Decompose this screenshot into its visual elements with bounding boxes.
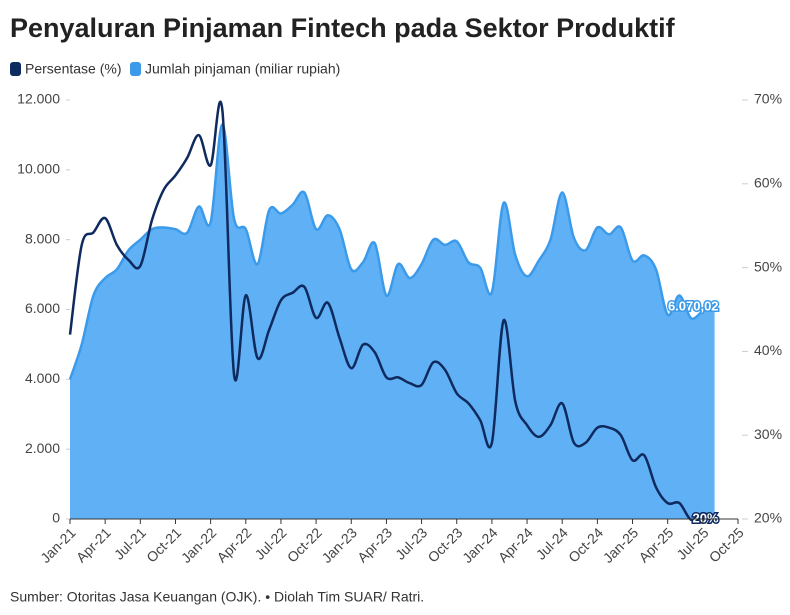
y2-tick-label: 40% (754, 342, 782, 358)
x-tick-label: Oct-22 (284, 524, 325, 565)
x-tick-label: Oct-23 (424, 524, 465, 565)
y2-tick-label: 50% (754, 258, 782, 274)
x-tick-label: Oct-21 (143, 524, 184, 565)
line (68, 100, 716, 522)
y-tick-label: 12.000 (17, 91, 60, 107)
data-label: 6.070,02 (668, 298, 719, 313)
y-tick-label: 10.000 (17, 161, 60, 177)
x-tick-label: Jul-21 (111, 524, 149, 562)
x-tick-label: Jul-22 (251, 524, 289, 562)
legend-swatch (130, 62, 141, 76)
y2-tick-label: 30% (754, 426, 782, 442)
y-tick-label: 4.000 (25, 370, 60, 386)
legend-label: Persentase (%) (25, 61, 121, 77)
y-tick-label: 8.000 (25, 230, 60, 246)
x-tick-label: Jul-23 (392, 524, 430, 562)
x-tick-label: Apr-21 (73, 524, 114, 565)
x-tick-label: Jan-24 (459, 524, 501, 566)
legend-label: Jumlah pinjaman (miliar rupiah) (145, 61, 340, 77)
x-tick-label: Jan-21 (37, 524, 79, 566)
x-tick-label: Jan-25 (600, 524, 642, 566)
x-tick-label: Apr-24 (495, 524, 536, 565)
x-tick-label: Jan-23 (318, 524, 360, 566)
x-tick-label: Jan-22 (178, 524, 220, 566)
x-tick-label: Oct-25 (706, 524, 747, 565)
y2-tick-label: 60% (754, 175, 782, 191)
x-tick-label: Jul-25 (673, 524, 711, 562)
source: Sumber: Otoritas Jasa Keuangan (OJK). • … (10, 589, 424, 605)
legend-swatch (10, 62, 21, 76)
y-tick-label: 6.000 (25, 300, 60, 316)
data-label: 20% (693, 510, 719, 525)
x-tick-label: Apr-25 (635, 524, 676, 565)
plot (68, 100, 716, 522)
y2-tick-label: 20% (754, 510, 782, 526)
x-tick-label: Apr-23 (354, 524, 395, 565)
chart-title: Penyaluran Pinjaman Fintech pada Sektor … (10, 13, 676, 43)
y-tick-label: 2.000 (25, 440, 60, 456)
y-tick-label: 0 (52, 510, 60, 526)
legend: Persentase (%) Jumlah pinjaman (miliar r… (10, 61, 340, 77)
area-line (68, 123, 715, 380)
x-tick-label: Oct-24 (565, 524, 606, 565)
x-tick-label: Jul-24 (533, 524, 571, 562)
x-tick-label: Apr-22 (213, 524, 254, 565)
y2-tick-label: 70% (754, 91, 782, 107)
